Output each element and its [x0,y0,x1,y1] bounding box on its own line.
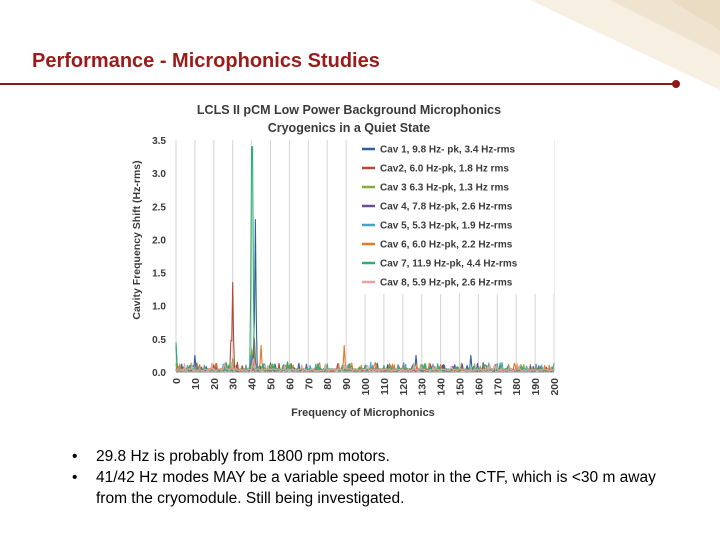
y-tick-labels: 0.0 0.5 1.0 1.5 2.0 2.5 3.0 3.5 [152,136,166,379]
legend: Cav 1, 9.8 Hz- pk, 3.4 Hz-rms Cav2, 6.0 H… [354,138,554,294]
x-tick-labels: 0 10 20 30 40 50 60 70 80 90 100 110 120 130 140 150 160… [171,378,561,396]
x-tick-label: 70 [303,378,315,390]
x-tick-label: 160 [473,378,485,396]
x-tick-label: 30 [228,378,240,390]
legend-entry: Cav2, 6.0 Hz-pk, 1.8 Hz rms [380,164,509,175]
y-tick-label: 3.0 [152,169,166,180]
bullet-list: • 29.8 Hz is probably from 1800 rpm moto… [70,446,690,509]
x-tick-label: 200 [549,378,561,396]
y-tick-label: 3.5 [152,136,166,147]
x-tick-label: 50 [266,378,278,390]
y-tick-label: 2.0 [152,235,166,246]
y-tick-label: 2.5 [152,202,166,213]
x-tick-label: 40 [247,378,259,390]
microphonics-chart: LCLS II pCM Low Power Background Microph… [131,103,561,419]
legend-entry: Cav 7, 11.9 Hz-pk, 4.4 Hz-rms [380,259,518,270]
x-tick-label: 110 [379,378,391,395]
legend-entry: Cav 8, 5.9 Hz-pk, 2.6 Hz-rms [380,278,513,289]
legend-entry: Cav 3 6.3 Hz-pk, 1.3 Hz rms [380,183,509,194]
title-divider [0,83,676,85]
legend-background [354,138,554,294]
bullet-dot: • [72,469,78,486]
chart-subtitle: Cryogenics in a Quiet State [268,121,431,135]
title-divider-dot [672,80,680,88]
series-lines [175,146,555,372]
legend-entry: Cav 4, 7.8 Hz-pk, 2.6 Hz-rms [380,202,513,213]
y-tick-label: 0.0 [152,368,166,379]
x-tick-label: 190 [530,378,542,396]
x-tick-label: 140 [436,378,448,396]
x-tick-label: 10 [190,378,202,390]
bullet-text: 41/42 Hz modes MAY be a variable speed m… [96,469,656,507]
corner-decoration [530,0,720,90]
slide-title: Performance - Microphonics Studies [32,50,380,72]
chart-title: LCLS II pCM Low Power Background Microph… [197,103,501,117]
y-tick-label: 0.5 [152,335,166,346]
x-axis-label: Frequency of Microphonics [291,407,435,419]
series-line [175,358,555,372]
x-tick-label: 80 [322,378,334,390]
x-tick-label: 130 [417,378,429,396]
bullet-item: • 41/42 Hz modes MAY be a variable speed… [70,467,690,509]
y-tick-label: 1.0 [152,302,166,313]
y-tick-label: 1.5 [152,269,166,280]
x-tick-label: 120 [398,378,410,396]
x-tick-label: 20 [209,378,221,390]
bullet-dot: • [72,448,78,465]
x-tick-label: 60 [284,378,296,390]
x-tick-label: 170 [492,378,504,396]
bullet-text: 29.8 Hz is probably from 1800 rpm motors… [96,448,390,465]
x-tick-label: 0 [171,378,183,384]
legend-entry: Cav 1, 9.8 Hz- pk, 3.4 Hz-rms [380,145,515,156]
x-tick-label: 180 [511,378,523,396]
legend-entry: Cav 6, 6.0 Hz-pk, 2.2 Hz-rms [380,240,513,251]
x-tick-label: 100 [360,378,372,396]
bullet-item: • 29.8 Hz is probably from 1800 rpm moto… [70,446,690,467]
x-tick-label: 90 [341,378,353,390]
legend-entry: Cav 5, 5.3 Hz-pk, 1.9 Hz-rms [380,221,513,232]
y-axis-label: Cavity Frequency Shift (Hz-rms) [131,160,143,319]
x-tick-label: 150 [455,378,467,396]
